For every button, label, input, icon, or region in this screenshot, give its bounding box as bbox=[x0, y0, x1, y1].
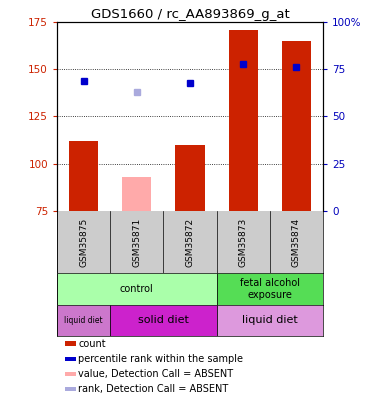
Bar bbox=[65, 356, 76, 361]
Bar bbox=[282, 41, 311, 211]
Text: value, Detection Call = ABSENT: value, Detection Call = ABSENT bbox=[78, 369, 233, 379]
Text: percentile rank within the sample: percentile rank within the sample bbox=[78, 354, 243, 364]
Text: GSM35873: GSM35873 bbox=[239, 217, 248, 266]
Bar bbox=[217, 273, 323, 305]
Text: GSM35875: GSM35875 bbox=[79, 217, 88, 266]
Bar bbox=[228, 30, 258, 211]
Text: GSM35871: GSM35871 bbox=[132, 217, 141, 266]
Text: liquid diet: liquid diet bbox=[242, 315, 298, 326]
Bar bbox=[69, 141, 98, 211]
Text: fetal alcohol
exposure: fetal alcohol exposure bbox=[240, 278, 300, 300]
Bar bbox=[176, 145, 204, 211]
Text: solid diet: solid diet bbox=[138, 315, 189, 326]
Text: GSM35872: GSM35872 bbox=[185, 217, 195, 266]
Text: control: control bbox=[120, 284, 154, 294]
Bar bbox=[65, 372, 76, 376]
Text: GSM35874: GSM35874 bbox=[292, 217, 301, 266]
Bar bbox=[122, 177, 151, 211]
Bar bbox=[217, 305, 323, 336]
Bar bbox=[57, 305, 110, 336]
Bar bbox=[57, 273, 217, 305]
Bar bbox=[65, 387, 76, 391]
Text: count: count bbox=[78, 339, 106, 349]
Title: GDS1660 / rc_AA893869_g_at: GDS1660 / rc_AA893869_g_at bbox=[90, 8, 290, 21]
Bar bbox=[110, 305, 217, 336]
Text: liquid diet: liquid diet bbox=[64, 316, 103, 325]
Bar bbox=[65, 341, 76, 346]
Text: rank, Detection Call = ABSENT: rank, Detection Call = ABSENT bbox=[78, 384, 228, 394]
